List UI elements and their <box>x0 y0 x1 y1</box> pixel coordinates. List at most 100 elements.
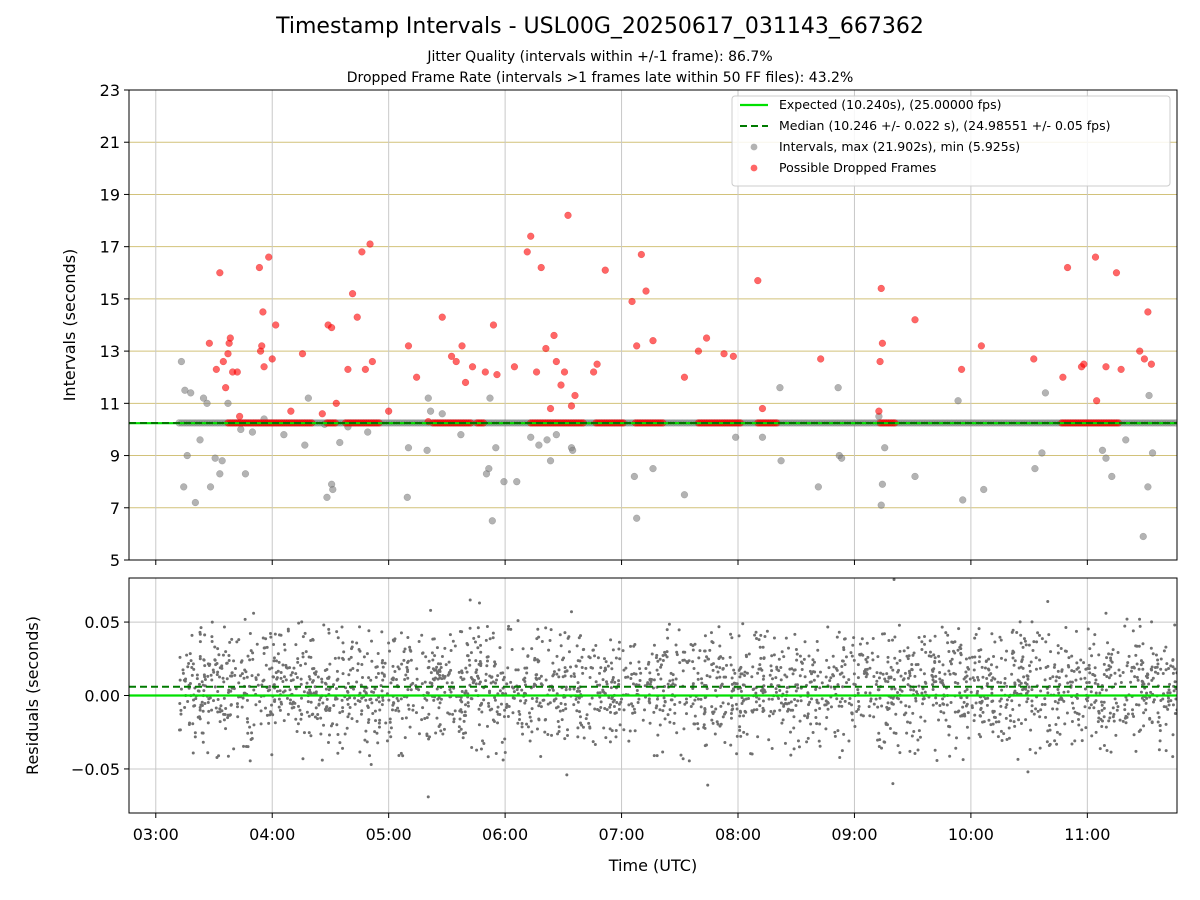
residual-point <box>387 641 391 645</box>
interval-point <box>959 496 967 504</box>
residual-point <box>394 708 398 712</box>
residual-point <box>738 675 742 679</box>
residual-point <box>1071 706 1075 710</box>
residual-point <box>922 672 926 676</box>
residual-point <box>809 672 813 676</box>
residual-point <box>1089 703 1093 707</box>
residual-point <box>444 663 448 667</box>
residual-point <box>1139 690 1143 694</box>
residual-point <box>824 727 828 731</box>
residual-point <box>245 698 249 702</box>
residual-point <box>838 756 842 760</box>
residual-point <box>372 690 376 694</box>
x-tick-label: 06:00 <box>482 825 528 844</box>
residual-point <box>178 702 182 706</box>
residual-point <box>646 662 650 666</box>
residual-point <box>487 701 491 705</box>
residual-point <box>1060 696 1064 700</box>
residual-point <box>466 701 470 705</box>
interval-point <box>878 480 887 488</box>
residual-point <box>259 709 263 713</box>
residual-point <box>246 654 250 658</box>
residual-point <box>931 675 935 679</box>
residual-point <box>396 699 400 703</box>
residual-point <box>377 700 381 704</box>
interval-point <box>680 491 689 499</box>
residual-point <box>784 636 788 640</box>
residual-point <box>1076 718 1080 722</box>
residual-point <box>585 713 589 717</box>
residual-point <box>892 578 896 581</box>
residual-point <box>742 730 746 734</box>
residual-point <box>296 722 300 726</box>
residual-point <box>998 699 1002 703</box>
residual-point <box>341 656 345 660</box>
residual-point <box>850 654 854 658</box>
residual-point <box>1000 688 1004 692</box>
residual-point <box>836 683 840 687</box>
residual-point <box>977 660 981 664</box>
residual-point <box>950 657 954 661</box>
residual-point <box>906 720 910 724</box>
residual-point <box>1047 724 1051 728</box>
residual-point <box>856 663 860 667</box>
residual-point <box>665 650 669 654</box>
residual-point <box>278 689 282 693</box>
residual-point <box>573 675 577 679</box>
residual-point <box>299 663 303 667</box>
residual-point <box>268 631 272 635</box>
interval-point <box>1122 436 1130 444</box>
residual-point <box>525 671 529 675</box>
residual-point <box>192 704 196 708</box>
residual-point <box>468 626 472 630</box>
residual-point <box>908 674 912 678</box>
dropped-frame-point <box>1117 365 1125 374</box>
residual-point <box>286 627 290 631</box>
residual-point <box>665 628 669 632</box>
residual-point <box>656 672 660 676</box>
residual-point <box>539 755 543 759</box>
residual-point <box>428 681 432 685</box>
residual-point <box>661 689 665 693</box>
residual-point <box>693 722 697 726</box>
residual-point <box>179 687 183 691</box>
interval-point <box>732 433 740 441</box>
residual-point <box>903 671 907 675</box>
residual-point <box>697 656 701 660</box>
residual-point <box>682 727 686 731</box>
dropped-frame-point <box>571 391 579 400</box>
residual-point <box>1071 701 1075 705</box>
residual-point <box>259 722 263 726</box>
residual-point <box>311 679 315 683</box>
residual-point <box>346 715 350 719</box>
residual-point <box>437 669 441 673</box>
residual-point <box>990 678 994 682</box>
residual-point <box>269 635 273 639</box>
residual-point <box>427 712 431 716</box>
residual-point <box>366 704 370 708</box>
residual-point <box>791 708 795 712</box>
residual-point <box>738 728 742 732</box>
residual-point <box>1119 680 1123 684</box>
residual-point <box>999 681 1003 685</box>
residual-point <box>908 749 912 753</box>
residual-point <box>761 709 765 713</box>
residual-point <box>252 723 256 727</box>
residual-point <box>345 726 349 730</box>
residual-point <box>930 668 934 672</box>
residual-point <box>714 689 718 693</box>
residual-point <box>228 640 232 644</box>
residual-point <box>613 680 617 684</box>
residual-point <box>770 654 774 658</box>
residual-point <box>1164 645 1168 649</box>
residual-point <box>884 722 888 726</box>
residual-point <box>363 738 367 742</box>
residual-point <box>949 700 953 704</box>
residual-point <box>436 671 440 675</box>
residual-point <box>510 647 514 651</box>
residual-point <box>315 717 319 721</box>
residual-point <box>222 718 226 722</box>
residual-point <box>381 659 385 663</box>
residual-point <box>972 668 976 672</box>
residual-point <box>1110 652 1114 656</box>
